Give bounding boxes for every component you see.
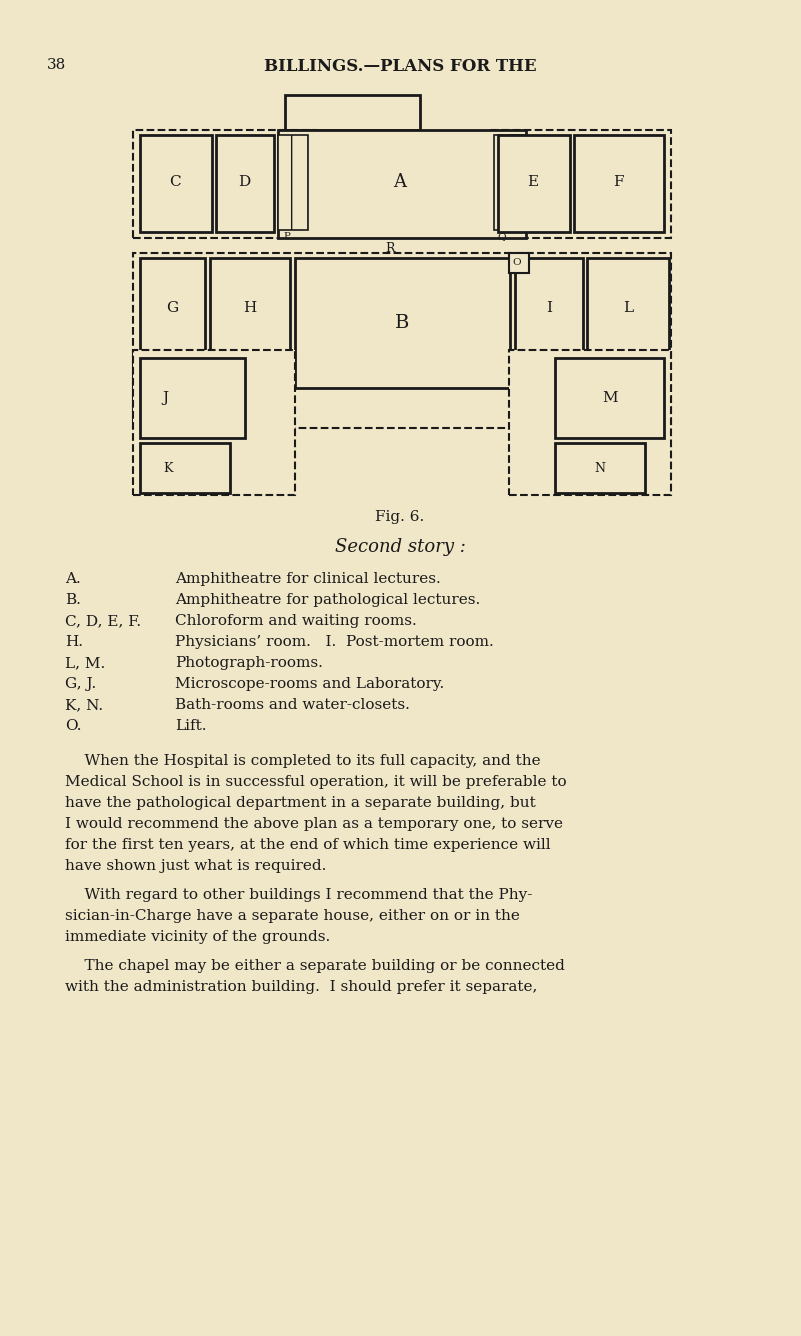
- Text: for the first ten years, at the end of which time experience will: for the first ten years, at the end of w…: [65, 838, 550, 852]
- Bar: [133, 130, 316, 238]
- Text: Photograph-rooms.: Photograph-rooms.: [175, 656, 323, 669]
- Text: R: R: [385, 242, 395, 255]
- Text: When the Hospital is completed to its full capacity, and the: When the Hospital is completed to its fu…: [65, 754, 541, 768]
- Text: J: J: [162, 391, 168, 405]
- Text: E: E: [527, 175, 538, 188]
- Bar: [140, 258, 205, 358]
- Bar: [295, 258, 510, 387]
- Text: G, J.: G, J.: [65, 677, 96, 691]
- Text: have shown just what is required.: have shown just what is required.: [65, 859, 326, 872]
- Bar: [488, 130, 671, 238]
- Text: Medical School is in successful operation, it will be preferable to: Medical School is in successful operatio…: [65, 775, 566, 790]
- Bar: [140, 358, 245, 438]
- Bar: [555, 444, 645, 493]
- Text: Physicians’ room.   I.  Post-mortem room.: Physicians’ room. I. Post-mortem room.: [175, 635, 493, 649]
- Text: O.: O.: [65, 719, 82, 733]
- Text: Amphitheatre for pathological lectures.: Amphitheatre for pathological lectures.: [175, 593, 481, 607]
- Text: immediate vicinity of the grounds.: immediate vicinity of the grounds.: [65, 930, 330, 945]
- Text: I would recommend the above plan as a temporary one, to serve: I would recommend the above plan as a te…: [65, 818, 563, 831]
- Text: L, M.: L, M.: [65, 656, 105, 669]
- Bar: [133, 253, 671, 428]
- Text: A.: A.: [65, 572, 81, 587]
- Text: have the pathological department in a separate building, but: have the pathological department in a se…: [65, 796, 536, 810]
- Text: sician-in-Charge have a separate house, either on or in the: sician-in-Charge have a separate house, …: [65, 908, 520, 923]
- Text: BILLINGS.—PLANS FOR THE: BILLINGS.—PLANS FOR THE: [264, 57, 537, 75]
- Bar: [574, 135, 664, 232]
- Text: K, N.: K, N.: [65, 697, 103, 712]
- Text: Amphitheatre for clinical lectures.: Amphitheatre for clinical lectures.: [175, 572, 441, 587]
- Bar: [216, 135, 274, 232]
- Bar: [555, 358, 664, 438]
- Bar: [210, 258, 290, 358]
- Text: 38: 38: [47, 57, 66, 72]
- Text: O: O: [512, 258, 521, 267]
- Text: B: B: [395, 314, 409, 333]
- Text: A: A: [393, 172, 406, 191]
- Text: Bath-rooms and water-closets.: Bath-rooms and water-closets.: [175, 697, 410, 712]
- Bar: [278, 130, 526, 238]
- Text: C: C: [169, 175, 181, 188]
- Text: with the administration building.  I should prefer it separate,: with the administration building. I shou…: [65, 981, 537, 994]
- Text: Lift.: Lift.: [175, 719, 207, 733]
- Text: M: M: [602, 391, 618, 405]
- Bar: [509, 350, 671, 496]
- Bar: [278, 135, 308, 230]
- Text: G: G: [166, 301, 178, 315]
- Text: N: N: [594, 461, 606, 474]
- Text: H: H: [244, 301, 256, 315]
- Bar: [515, 258, 583, 358]
- Bar: [587, 258, 669, 358]
- Text: D: D: [238, 175, 250, 188]
- Bar: [498, 135, 570, 232]
- Text: P: P: [283, 232, 290, 240]
- Bar: [133, 350, 295, 496]
- Bar: [140, 135, 212, 232]
- Bar: [285, 95, 420, 130]
- Text: C, D, E, F.: C, D, E, F.: [65, 615, 141, 628]
- Text: F: F: [613, 175, 623, 188]
- Text: The chapel may be either a separate building or be connected: The chapel may be either a separate buil…: [65, 959, 565, 973]
- Text: B.: B.: [65, 593, 81, 607]
- Text: I: I: [546, 301, 552, 315]
- Bar: [140, 444, 230, 493]
- Text: K: K: [163, 461, 173, 474]
- Text: Q: Q: [497, 232, 505, 240]
- Text: Second story :: Second story :: [335, 538, 465, 556]
- Text: Microscope-rooms and Laboratory.: Microscope-rooms and Laboratory.: [175, 677, 445, 691]
- Text: Fig. 6.: Fig. 6.: [376, 510, 425, 524]
- Text: L: L: [623, 301, 633, 315]
- Text: With regard to other buildings I recommend that the Phy-: With regard to other buildings I recomme…: [65, 888, 533, 902]
- Text: H.: H.: [65, 635, 83, 649]
- Bar: [494, 135, 524, 230]
- Bar: [509, 253, 529, 273]
- Text: Chloroform and waiting rooms.: Chloroform and waiting rooms.: [175, 615, 417, 628]
